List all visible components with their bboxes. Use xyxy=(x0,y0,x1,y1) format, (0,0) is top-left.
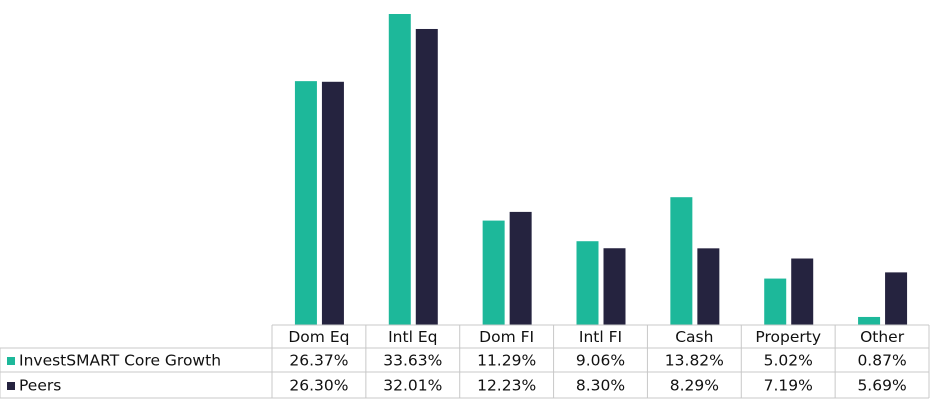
category-label: Property xyxy=(755,328,821,346)
bar xyxy=(791,258,814,325)
bar xyxy=(321,81,344,325)
category-label: Intl Eq xyxy=(388,328,437,346)
value-label: 0.87% xyxy=(857,352,906,370)
value-label: 5.02% xyxy=(764,352,813,370)
legend-label: Peers xyxy=(19,377,61,395)
value-label: 32.01% xyxy=(383,377,442,395)
bar xyxy=(764,278,787,325)
value-label: 8.30% xyxy=(576,377,625,395)
value-label: 11.29% xyxy=(477,352,536,370)
category-label: Cash xyxy=(675,328,713,346)
category-label: Dom Eq xyxy=(288,328,349,346)
category-label: Dom FI xyxy=(479,328,534,346)
category-label: Other xyxy=(860,328,905,346)
legend-label: InvestSMART Core Growth xyxy=(19,352,221,370)
value-label: 26.37% xyxy=(289,352,348,370)
bar xyxy=(670,197,693,325)
value-label: 7.19% xyxy=(764,377,813,395)
bar xyxy=(576,241,599,325)
value-label: 12.23% xyxy=(477,377,536,395)
legend-swatch xyxy=(7,382,15,390)
bar xyxy=(294,81,317,325)
category-label: Intl FI xyxy=(579,328,622,346)
bar xyxy=(388,14,411,325)
value-label: 8.29% xyxy=(670,377,719,395)
bar xyxy=(697,248,720,325)
value-label: 5.69% xyxy=(857,377,906,395)
bar xyxy=(509,211,532,325)
bar xyxy=(858,316,881,325)
bar xyxy=(885,272,908,325)
value-label: 9.06% xyxy=(576,352,625,370)
bar xyxy=(482,220,505,325)
bar xyxy=(603,248,626,325)
value-label: 13.82% xyxy=(665,352,724,370)
bar xyxy=(415,28,438,326)
value-label: 33.63% xyxy=(383,352,442,370)
value-label: 26.30% xyxy=(289,377,348,395)
legend-swatch xyxy=(7,357,15,365)
